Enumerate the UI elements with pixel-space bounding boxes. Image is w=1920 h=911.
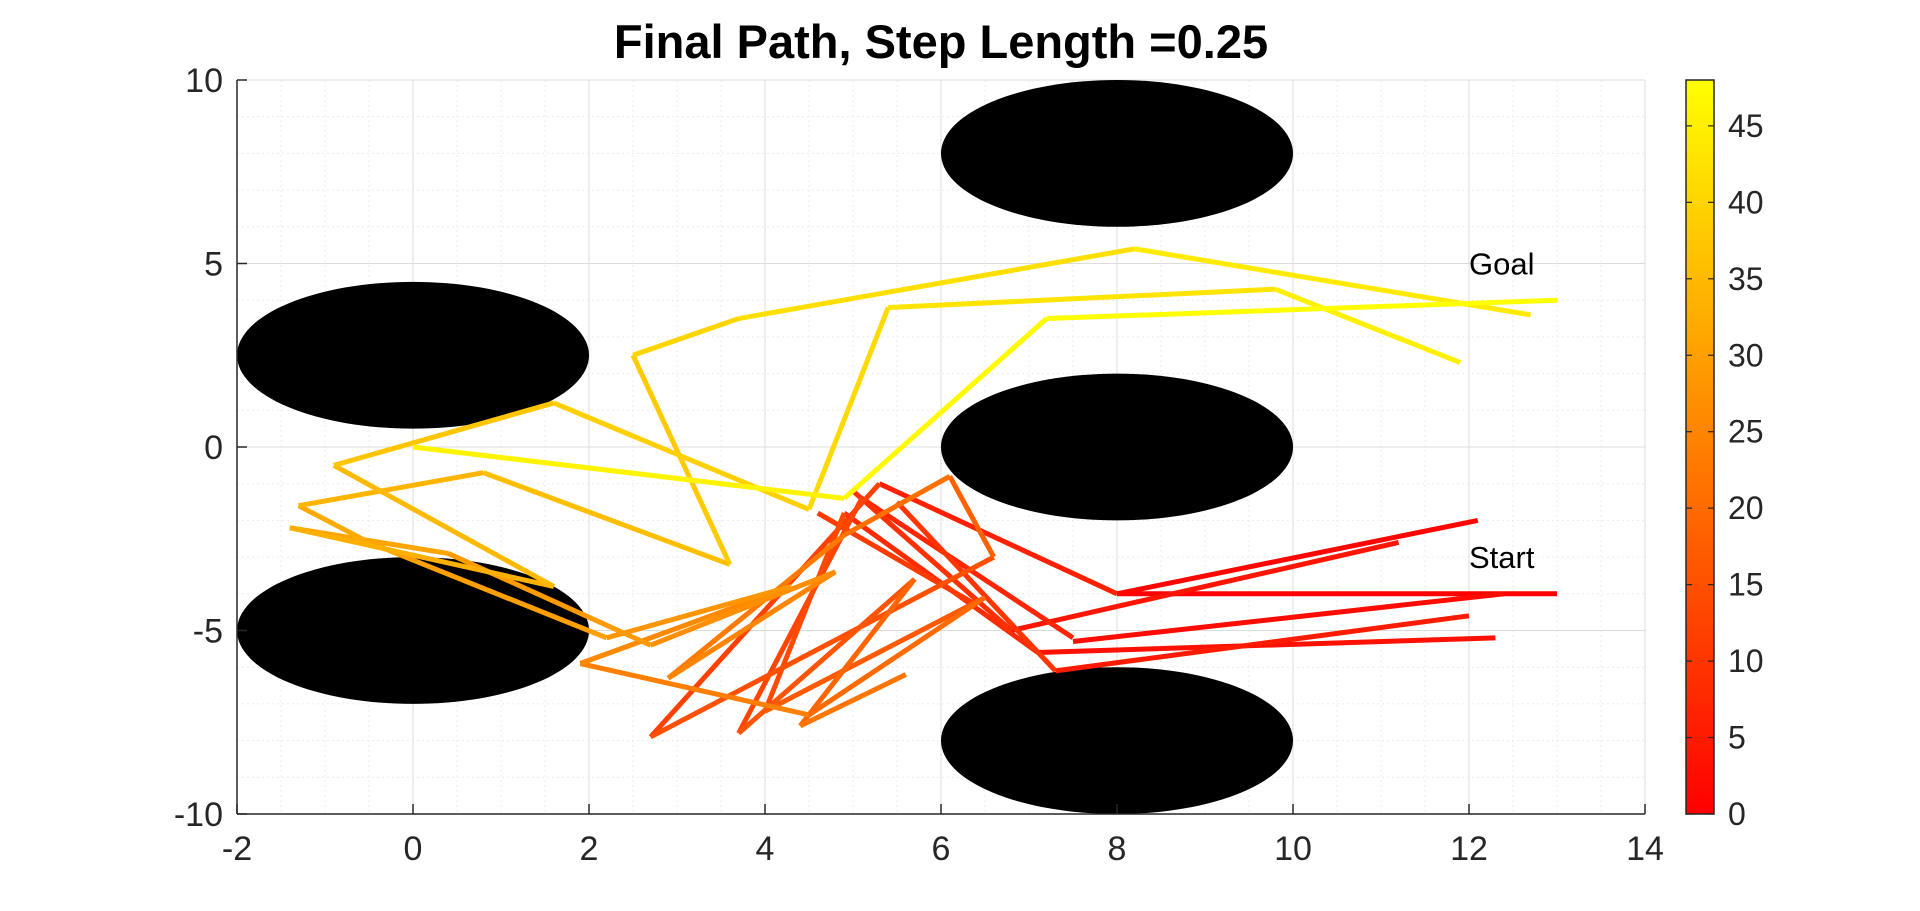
colorbar-gradient: [1686, 80, 1714, 814]
path-segment: [842, 316, 1049, 501]
colorbar-ticks: 0 5 10 15 20 25 30 35 40 45: [1686, 108, 1764, 832]
path-segment: [632, 316, 740, 358]
y-tick-label: -5: [193, 613, 223, 651]
y-tick-label: 10: [185, 62, 223, 100]
path-segment: [1116, 517, 1479, 597]
colorbar-tick-label: 20: [1728, 490, 1764, 526]
colorbar-tick-label: 5: [1728, 720, 1746, 756]
x-tick-label: 2: [580, 830, 599, 868]
path-segment: [878, 481, 1119, 597]
colorbar-tick-label: 35: [1728, 261, 1764, 297]
path-segment: [807, 595, 987, 717]
path-segment: [412, 444, 845, 501]
path-segment: [842, 474, 952, 538]
path-segment: [947, 475, 996, 559]
path-segment: [895, 500, 1058, 673]
path-segment: [738, 246, 1136, 322]
path-segment: [1055, 613, 1470, 674]
path-segment: [763, 595, 987, 714]
y-tick-label: -10: [174, 796, 223, 834]
path-segment: [666, 533, 846, 681]
path-segment: [332, 463, 556, 589]
colorbar-tick-label: 25: [1728, 414, 1764, 450]
x-tick-label: 12: [1450, 830, 1488, 868]
annotation-start: Start: [1469, 540, 1535, 575]
obstacles: [237, 80, 1293, 814]
obstacle: [941, 80, 1293, 227]
x-tick-label: 14: [1626, 830, 1664, 868]
path-segment: [579, 661, 810, 718]
obstacle: [941, 373, 1293, 521]
colorbar: 0 5 10 15 20 25 30 35 40 45: [1685, 79, 1764, 832]
colorbar-tick-label: 40: [1728, 184, 1764, 220]
x-tick-label: 10: [1274, 830, 1312, 868]
path-segment: [806, 306, 891, 511]
chart-title: Final Path, Step Length =0.25: [614, 15, 1268, 68]
path-segment: [605, 584, 793, 641]
x-tick-label: 0: [404, 830, 423, 868]
colorbar-tick-label: 15: [1728, 567, 1764, 603]
path-segment: [298, 470, 484, 509]
x-tick-label: 6: [932, 830, 951, 868]
x-tick-label: -2: [222, 830, 252, 868]
path-segment: [289, 525, 555, 589]
y-tick-label: 0: [204, 429, 223, 467]
path-segment: [649, 554, 995, 740]
annotations: Goal Start: [1469, 247, 1535, 576]
obstacle: [237, 281, 589, 429]
colorbar-tick-label: 30: [1728, 337, 1764, 373]
path-segment: [297, 503, 371, 545]
x-tick-label: 8: [1108, 830, 1127, 868]
path-segment: [799, 672, 907, 729]
path-segment: [482, 470, 731, 567]
path-segment: [579, 584, 793, 666]
path-segment: [649, 569, 837, 648]
colorbar-frame: [1685, 79, 1715, 815]
colorbar-tick-label: 0: [1728, 796, 1746, 832]
y-tick-label: 5: [204, 246, 223, 284]
colorbar-tick-label: 45: [1728, 108, 1764, 144]
path-segment: [552, 400, 810, 512]
path-segment: [1072, 591, 1505, 644]
path-segment: [666, 569, 837, 681]
path-segment: [1046, 297, 1558, 322]
axes: -2 0 2 4 6 8 10 12 14 -10 -5 0 5 10: [174, 62, 1664, 868]
path-segment: [860, 496, 1075, 640]
path-segment: [1274, 286, 1462, 365]
annotation-goal: Goal: [1469, 247, 1534, 282]
obstacle: [941, 667, 1293, 814]
path-segment: [1010, 539, 1400, 633]
path-segment: [888, 286, 1276, 311]
path-segment: [368, 540, 608, 641]
colorbar-tick-label: 10: [1728, 643, 1764, 679]
path-segments: [289, 246, 1558, 740]
path-segment: [798, 577, 917, 728]
path-segment: [630, 354, 733, 566]
path-segment: [333, 400, 555, 468]
x-tick-label: 4: [756, 830, 775, 868]
